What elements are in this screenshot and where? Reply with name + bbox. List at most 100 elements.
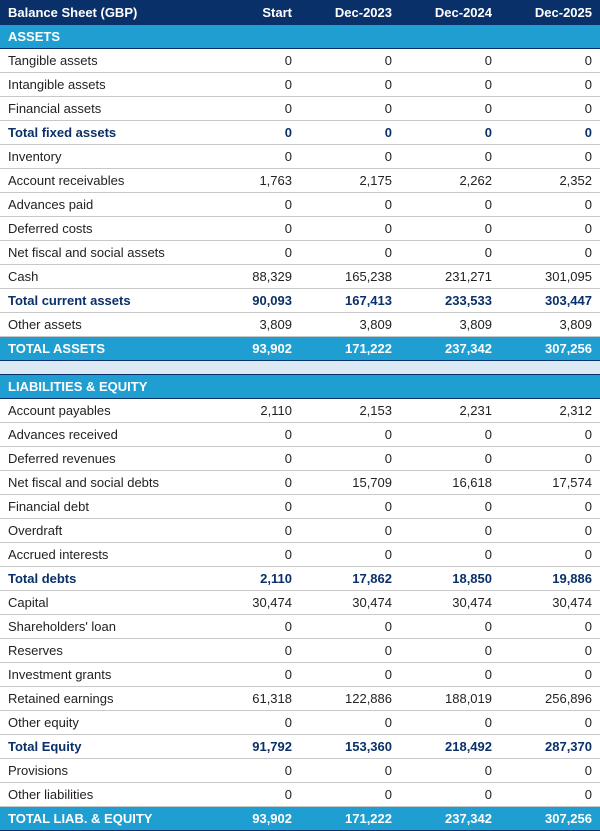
row-label: Investment grants [0,663,200,687]
total-value: 171,222 [300,337,400,361]
row-value: 0 [200,121,300,145]
row-value: 0 [300,73,400,97]
table-row: Advances paid0000 [0,193,600,217]
row-value: 0 [400,447,500,471]
row-value: 0 [300,543,400,567]
row-value: 165,238 [300,265,400,289]
row-value: 188,019 [400,687,500,711]
row-value: 0 [400,97,500,121]
row-label: Tangible assets [0,49,200,73]
table-row: Account payables2,1102,1532,2312,312 [0,399,600,423]
row-value: 0 [500,73,600,97]
table-row: Net fiscal and social debts015,70916,618… [0,471,600,495]
row-value: 167,413 [300,289,400,313]
row-value: 17,574 [500,471,600,495]
row-value: 0 [400,241,500,265]
row-value: 218,492 [400,735,500,759]
col-header: Start [200,1,300,25]
row-value: 0 [200,759,300,783]
row-value: 0 [300,145,400,169]
row-value: 0 [400,495,500,519]
table-row: Shareholders' loan0000 [0,615,600,639]
row-label: Advances paid [0,193,200,217]
row-value: 3,809 [500,313,600,337]
row-label: Provisions [0,759,200,783]
row-value: 0 [300,711,400,735]
row-value: 0 [400,121,500,145]
row-value: 153,360 [300,735,400,759]
table-row: Deferred revenues0000 [0,447,600,471]
row-label: Net fiscal and social debts [0,471,200,495]
row-value: 2,312 [500,399,600,423]
table-row: Provisions0000 [0,759,600,783]
row-value: 0 [400,145,500,169]
table-header-row: Balance Sheet (GBP) Start Dec-2023 Dec-2… [0,1,600,25]
row-value: 2,175 [300,169,400,193]
row-label: Total Equity [0,735,200,759]
row-label: Advances received [0,423,200,447]
row-value: 0 [400,73,500,97]
table-row: Reserves0000 [0,639,600,663]
row-value: 0 [400,783,500,807]
row-value: 0 [200,783,300,807]
balance-sheet-table: Balance Sheet (GBP) Start Dec-2023 Dec-2… [0,0,600,831]
row-value: 0 [500,97,600,121]
table-row: Other equity0000 [0,711,600,735]
row-value: 0 [300,423,400,447]
row-value: 2,231 [400,399,500,423]
row-value: 0 [300,615,400,639]
row-value: 2,262 [400,169,500,193]
row-value: 0 [300,241,400,265]
col-header: Dec-2023 [300,1,400,25]
row-value: 256,896 [500,687,600,711]
col-header: Dec-2024 [400,1,500,25]
row-value: 0 [500,495,600,519]
table-row: Cash88,329165,238231,271301,095 [0,265,600,289]
total-row: TOTAL ASSETS93,902171,222237,342307,256 [0,337,600,361]
row-value: 0 [400,711,500,735]
row-value: 0 [200,217,300,241]
total-value: 93,902 [200,337,300,361]
row-value: 0 [200,423,300,447]
row-label: Inventory [0,145,200,169]
row-value: 0 [400,759,500,783]
row-value: 0 [300,663,400,687]
row-value: 18,850 [400,567,500,591]
row-value: 61,318 [200,687,300,711]
row-value: 303,447 [500,289,600,313]
total-value: 93,902 [200,807,300,831]
row-value: 0 [200,97,300,121]
row-value: 0 [500,121,600,145]
row-label: Deferred costs [0,217,200,241]
col-header: Dec-2025 [500,1,600,25]
row-value: 0 [200,519,300,543]
row-label: Other assets [0,313,200,337]
table-row: Overdraft0000 [0,519,600,543]
row-value: 0 [200,145,300,169]
row-value: 2,110 [200,399,300,423]
row-value: 0 [200,711,300,735]
row-label: Account receivables [0,169,200,193]
row-label: Net fiscal and social assets [0,241,200,265]
row-value: 3,809 [400,313,500,337]
row-value: 0 [400,663,500,687]
row-value: 0 [300,193,400,217]
row-value: 2,352 [500,169,600,193]
row-value: 287,370 [500,735,600,759]
table-row: Retained earnings61,318122,886188,019256… [0,687,600,711]
row-value: 0 [400,49,500,73]
row-value: 301,095 [500,265,600,289]
row-value: 1,763 [200,169,300,193]
row-value: 0 [500,519,600,543]
row-value: 0 [500,711,600,735]
table-title: Balance Sheet (GBP) [0,1,200,25]
row-label: Account payables [0,399,200,423]
row-value: 0 [200,447,300,471]
row-value: 0 [500,759,600,783]
row-value: 30,474 [400,591,500,615]
section-header: LIABILITIES & EQUITY [0,375,600,399]
table-row: Intangible assets0000 [0,73,600,97]
table-row: Financial debt0000 [0,495,600,519]
row-value: 19,886 [500,567,600,591]
row-value: 0 [300,217,400,241]
